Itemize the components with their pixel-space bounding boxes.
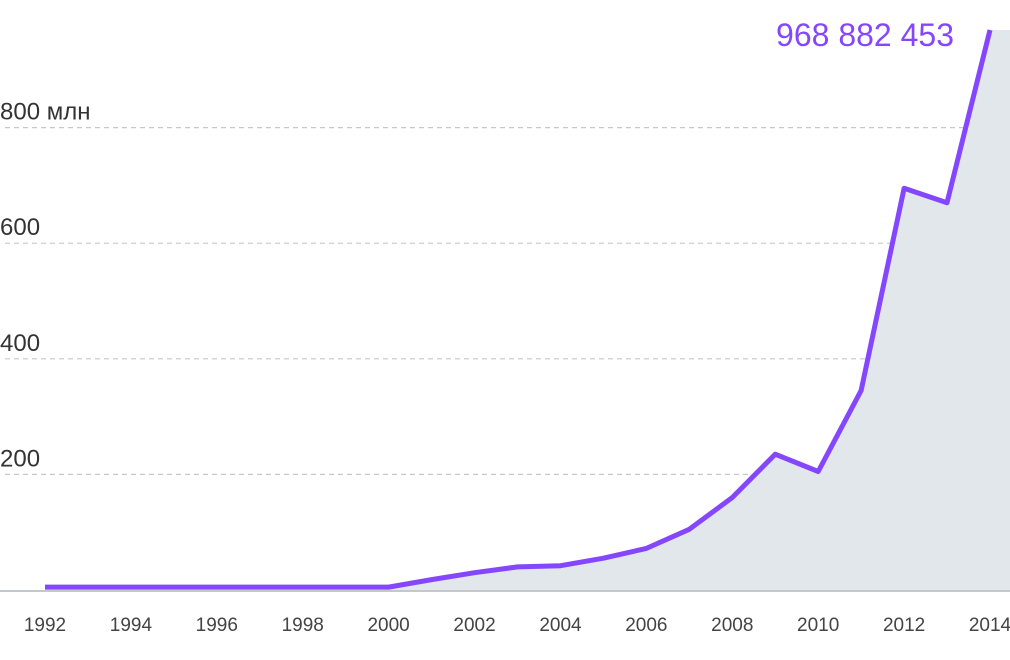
y-tick-label: 200 [0, 445, 40, 472]
x-tick-label: 1996 [196, 615, 238, 636]
area-fill [45, 30, 1010, 590]
x-tick-label: 2012 [883, 615, 925, 636]
x-axis-tick-labels: 1992 1994 1996 1998 2000 2002 2004 2006 2008 2010… [24, 615, 1010, 636]
x-tick-label: 2000 [367, 615, 409, 636]
x-tick-label: 2010 [797, 615, 839, 636]
x-tick-label: 1998 [282, 615, 324, 636]
y-axis-tick-labels: 200 400 600 800 млн [0, 99, 90, 473]
x-tick-label: 2014 [969, 615, 1010, 636]
x-tick-label: 1994 [110, 615, 153, 636]
x-tick-label: 1992 [24, 615, 66, 636]
y-tick-label: 400 [0, 330, 40, 357]
y-tick-label: 600 [0, 214, 40, 241]
x-tick-label: 2006 [625, 615, 667, 636]
x-tick-label: 2008 [711, 615, 753, 636]
y-tick-label: 800 млн [0, 99, 90, 126]
x-tick-label: 2004 [539, 615, 582, 636]
series-line [45, 29, 993, 590]
grid-layer [5, 127, 988, 476]
x-tick-label: 2002 [453, 615, 495, 636]
end-value-label: 968 882 453 [776, 17, 954, 53]
